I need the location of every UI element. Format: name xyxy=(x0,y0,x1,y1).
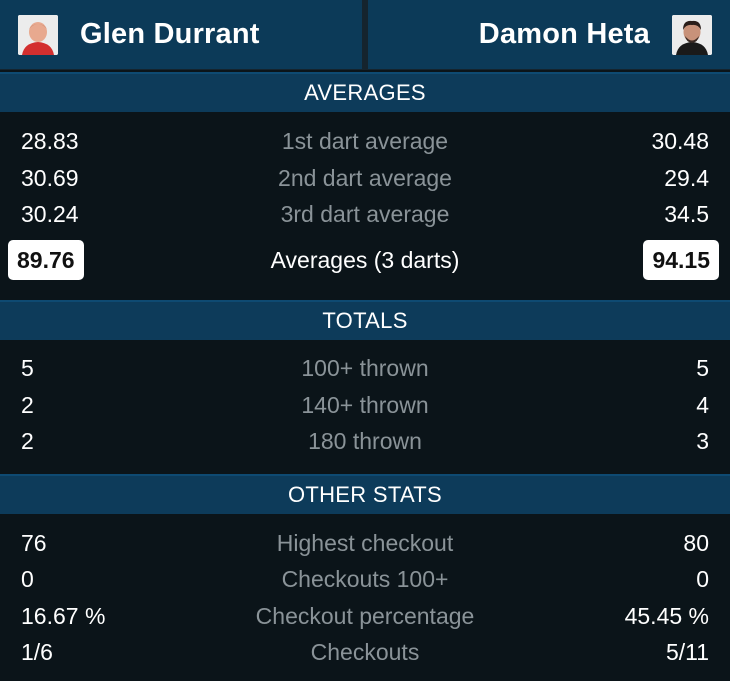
stat-right-value: 45.45 % xyxy=(624,603,709,629)
match-header: Glen Durrant Damon Heta xyxy=(0,0,730,70)
stat-left-value: 76 xyxy=(21,530,47,556)
stat-left-value: 30.24 xyxy=(21,201,79,227)
stat-row-2nd-dart-average: 30.69 2nd dart average 29.4 xyxy=(0,161,730,195)
player-left-average-badge: 89.76 xyxy=(8,240,84,280)
stat-left-value: 1/6 xyxy=(21,639,53,665)
other-stats-title: OTHER STATS xyxy=(287,482,443,507)
stat-label: Checkouts xyxy=(310,639,420,665)
stat-right-value: 80 xyxy=(683,530,709,556)
stat-right-value: 5 xyxy=(696,355,709,381)
stat-label: Highest checkout xyxy=(276,530,454,556)
stat-row-highest-checkout: 76 Highest checkout 80 xyxy=(0,526,730,560)
stat-right-value: 29.4 xyxy=(664,165,709,191)
player-photo-icon xyxy=(672,14,712,55)
stat-right-value: 3 xyxy=(696,428,709,454)
stat-left-value: 16.67 % xyxy=(21,603,106,629)
stat-right-value: 30.48 xyxy=(651,128,709,154)
stat-label: Checkout percentage xyxy=(255,603,475,629)
stat-left-value: 30.69 xyxy=(21,165,79,191)
stat-label: 2nd dart average xyxy=(278,165,452,191)
stat-label: 1st dart average xyxy=(281,128,449,154)
stat-label: 3rd dart average xyxy=(280,201,450,227)
stat-row-140-plus: 2 140+ thrown 4 xyxy=(0,388,730,422)
totals-title: TOTALS xyxy=(322,308,408,333)
stat-left-value: 28.83 xyxy=(21,128,79,154)
totals-section-header: TOTALS xyxy=(0,300,730,340)
player-right-average-badge: 94.15 xyxy=(643,240,719,280)
stat-left-value: 2 xyxy=(21,392,34,418)
player-left-panel[interactable]: Glen Durrant xyxy=(0,0,362,69)
stat-left-value: 0 xyxy=(21,566,34,592)
stat-label: Averages (3 darts) xyxy=(270,247,460,273)
stat-label: Checkouts 100+ xyxy=(281,566,449,592)
stat-left-value: 2 xyxy=(21,428,34,454)
stat-label: 180 thrown xyxy=(308,428,422,454)
stat-row-1st-dart-average: 28.83 1st dart average 30.48 xyxy=(0,124,730,158)
stat-row-checkouts-100-plus: 0 Checkouts 100+ 0 xyxy=(0,562,730,596)
player-left-name: Glen Durrant xyxy=(80,18,260,50)
stat-row-3rd-dart-average: 30.24 3rd dart average 34.5 xyxy=(0,197,730,231)
stat-right-value: 0 xyxy=(696,566,709,592)
stat-row-100-plus: 5 100+ thrown 5 xyxy=(0,351,730,385)
averages-title: AVERAGES xyxy=(304,80,426,105)
other-stats-section-header: OTHER STATS xyxy=(0,474,730,514)
stat-label: 140+ thrown xyxy=(301,392,429,418)
stat-row-checkout-percentage: 16.67 % Checkout percentage 45.45 % xyxy=(0,599,730,633)
player-right-name: Damon Heta xyxy=(478,18,650,50)
stat-row-3-dart-average: 89.76 Averages (3 darts) 94.15 xyxy=(0,240,730,280)
stat-label: 100+ thrown xyxy=(301,355,429,381)
stat-row-checkouts: 1/6 Checkouts 5/11 xyxy=(0,635,730,669)
player-photo-icon xyxy=(18,14,58,55)
player-right-panel[interactable]: Damon Heta xyxy=(368,0,730,69)
stat-row-180: 2 180 thrown 3 xyxy=(0,424,730,458)
averages-section-header: AVERAGES xyxy=(0,72,730,112)
stat-left-value: 5 xyxy=(21,355,34,381)
stat-right-value: 4 xyxy=(696,392,709,418)
stat-right-value: 5/11 xyxy=(665,639,709,665)
stat-right-value: 34.5 xyxy=(664,201,709,227)
